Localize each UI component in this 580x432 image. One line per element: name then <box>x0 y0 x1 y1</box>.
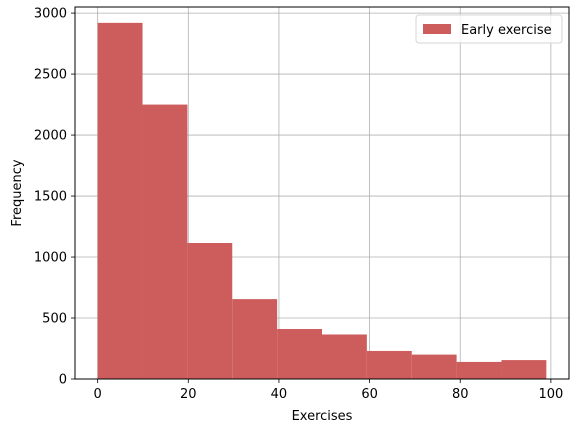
plot-area <box>74 6 570 380</box>
histogram-bar <box>411 354 457 379</box>
histogram-bar <box>142 104 188 380</box>
histogram-bar <box>456 361 502 379</box>
y-axis-title: Frequency <box>10 159 25 226</box>
x-tick-label: 20 <box>180 387 197 402</box>
histogram-bar <box>277 328 322 379</box>
y-tick-label: 2500 <box>34 68 67 83</box>
legend-box <box>415 14 563 44</box>
x-axis-ticks: 0 20 40 60 80 100 <box>94 379 563 402</box>
x-tick-label: 80 <box>452 387 469 402</box>
legend-swatch <box>423 24 451 34</box>
x-tick-label: 0 <box>94 387 102 402</box>
y-tick-label: 500 <box>42 312 67 327</box>
histogram-bar <box>97 22 143 379</box>
x-tick-label: 40 <box>271 387 288 402</box>
y-tick-label: 1500 <box>34 190 67 205</box>
y-tick-label: 0 <box>59 373 67 388</box>
x-axis-title: Exercises <box>292 409 353 424</box>
histogram-bars <box>97 22 547 380</box>
y-axis-ticks: 0 500 1000 1500 2000 2500 3000 <box>34 7 75 388</box>
histogram-bar <box>501 360 547 379</box>
histogram-bar <box>366 350 412 379</box>
x-tick-label: 60 <box>361 387 378 402</box>
y-tick-label: 1000 <box>34 251 67 266</box>
legend-label: Early exercise <box>461 23 552 38</box>
histogram-bar <box>232 299 278 379</box>
legend: Early exercise <box>415 14 563 44</box>
plot-frame <box>74 6 570 380</box>
y-tick-label: 3000 <box>34 7 67 22</box>
y-tick-label: 2000 <box>34 129 67 144</box>
x-tick-label: 100 <box>538 387 563 402</box>
histogram-bar <box>322 334 367 379</box>
histogram-bar <box>187 243 233 379</box>
